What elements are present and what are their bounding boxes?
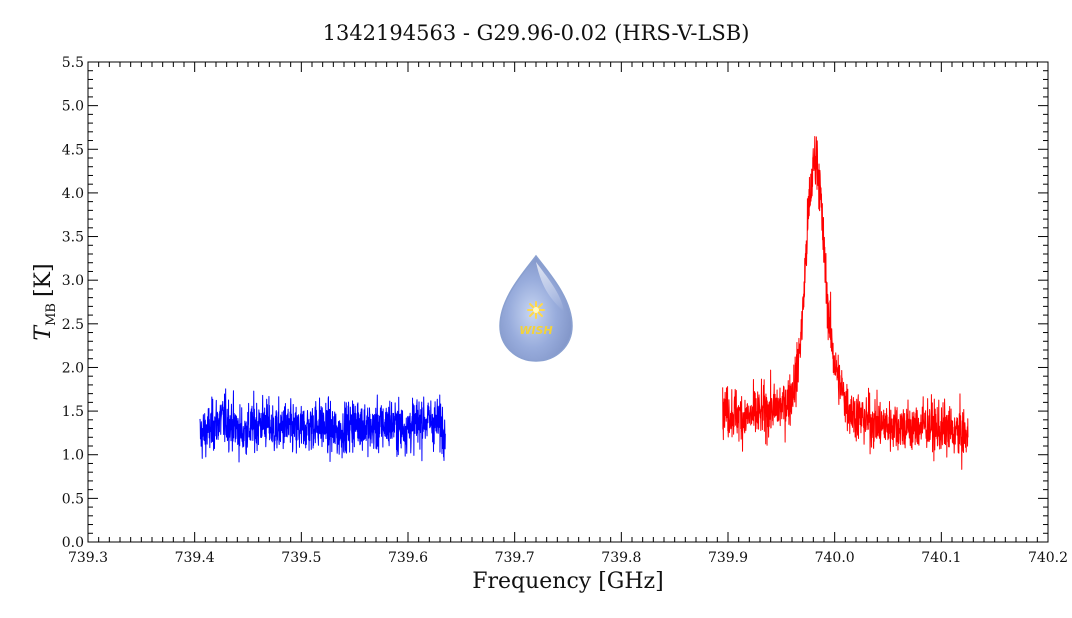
x-tick-label: 739.7 xyxy=(495,550,535,566)
x-tick-label: 740.2 xyxy=(1028,550,1068,566)
x-tick-label: 740.1 xyxy=(921,550,961,566)
x-tick-label: 739.3 xyxy=(68,550,108,566)
y-tick-label: 2.0 xyxy=(62,360,84,376)
x-tick-labels: 739.3 739.4 739.5 739.6 739.7 739.8 739.9 740.0… xyxy=(68,550,1068,566)
chart-title: 1342194563 - G29.96-0.02 (HRS-V-LSB) xyxy=(323,21,750,45)
y-tick-label: 3.0 xyxy=(62,273,84,289)
x-tick-label: 739.6 xyxy=(388,550,428,566)
y-tick-label: 4.5 xyxy=(62,142,84,158)
spectrum-series-1 xyxy=(199,388,446,463)
x-axis-label: Frequency [GHz] xyxy=(472,569,664,594)
x-tick-label: 739.8 xyxy=(601,550,641,566)
x-tick-label: 739.4 xyxy=(175,550,215,566)
y-tick-label: 0.5 xyxy=(62,491,84,507)
y-tick-labels: 0.0 0.5 1.0 1.5 2.0 2.5 3.0 3.5 4.0 4.5 5.0 5.5 xyxy=(62,55,84,551)
y-axis-symbol: T xyxy=(31,324,56,341)
y-tick-label: 2.5 xyxy=(62,317,84,333)
y-axis-subscript: MB xyxy=(44,303,59,326)
y-axis-label: TMB [K] xyxy=(31,263,59,340)
wish-logo: WISH xyxy=(499,254,573,362)
y-tick-label: 0.0 xyxy=(62,535,84,551)
x-tick-label: 740.0 xyxy=(815,550,855,566)
spectrum-series-2 xyxy=(722,136,969,470)
x-tick-label: 739.9 xyxy=(708,550,748,566)
x-tick-label: 739.5 xyxy=(281,550,321,566)
y-tick-label: 5.0 xyxy=(62,99,84,115)
drop-highlight xyxy=(536,262,564,312)
y-tick-label: 4.0 xyxy=(62,186,84,202)
y-tick-label: 3.5 xyxy=(62,230,84,246)
y-tick-label: 1.0 xyxy=(62,448,84,464)
wish-logo-text: WISH xyxy=(519,324,552,337)
y-axis-unit: [K] xyxy=(31,263,56,297)
y-tick-label: 5.5 xyxy=(62,55,84,71)
plot-frame xyxy=(87,61,1049,543)
data-layer xyxy=(199,136,969,470)
tick-marks xyxy=(87,61,1049,543)
y-tick-label: 1.5 xyxy=(62,404,84,420)
